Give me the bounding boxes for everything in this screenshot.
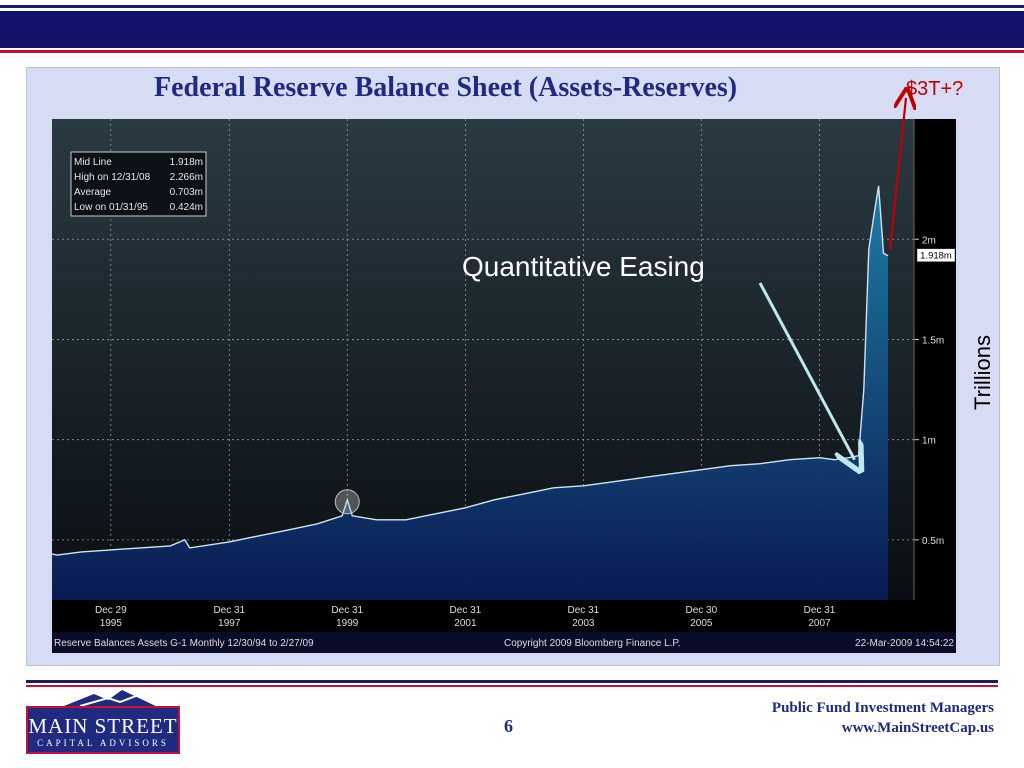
footer-timestamp: 22-Mar-2009 14:54:22 xyxy=(855,638,954,649)
top-banner xyxy=(0,0,1024,58)
y-tick-label: 0.5m xyxy=(922,536,944,547)
y-tick-label: 1.5m xyxy=(922,335,944,346)
legend-row-label: High on 12/31/08 xyxy=(74,172,151,183)
legend-row-label: Average xyxy=(74,187,112,198)
x-tick-year: 2007 xyxy=(808,618,831,629)
x-tick-year: 1995 xyxy=(100,618,123,629)
x-tick-label: Dec 31 xyxy=(450,605,482,616)
axis-unit-label: Trillions xyxy=(970,335,995,410)
x-tick-year: 2001 xyxy=(454,618,477,629)
mountain-icon xyxy=(54,690,164,710)
x-tick-year: 2005 xyxy=(690,618,713,629)
bloomberg-chart: 0.5m 1m 1.5m 2m Dec 29 1995 Dec 31 1997 Dec 31 19… xyxy=(52,119,956,653)
logo-box: MAIN STREET CAPITAL ADVISORS xyxy=(26,706,180,754)
qe-annotation: Quantitative Easing xyxy=(462,251,705,282)
firm-info: Public Fund Investment Managers www.Main… xyxy=(772,698,994,738)
x-tick-label: Dec 31 xyxy=(331,605,363,616)
series-area xyxy=(52,185,888,600)
x-tick-year: 1997 xyxy=(218,618,241,629)
logo-subtitle: CAPITAL ADVISORS xyxy=(37,738,169,748)
footer-bar xyxy=(52,632,956,653)
y-tick-label: 2m xyxy=(922,235,936,246)
legend-row-label: Mid Line xyxy=(74,157,112,168)
x-tick-label: Dec 31 xyxy=(804,605,836,616)
firm-name: Public Fund Investment Managers xyxy=(771,700,994,716)
legend-row-value: 1.918m xyxy=(170,157,203,168)
page-number: 6 xyxy=(504,716,513,736)
slide-title: Federal Reserve Balance Sheet (Assets-Re… xyxy=(154,72,738,103)
right-axis-panel xyxy=(914,119,956,600)
banner-line-red xyxy=(0,50,1024,53)
banner-bar xyxy=(0,11,1024,48)
footer-copyright: Copyright 2009 Bloomberg Finance L.P. xyxy=(504,638,681,649)
x-tick-label: Dec 31 xyxy=(213,605,245,616)
spike-highlight xyxy=(334,489,360,515)
chart-svg: 0.5m 1m 1.5m 2m Dec 29 1995 Dec 31 1997 Dec 31 19… xyxy=(52,119,956,653)
x-tick-label: Dec 31 xyxy=(568,605,600,616)
x-axis-panel xyxy=(52,600,956,632)
last-value-label: 1.918m xyxy=(920,251,952,262)
legend-row-value: 2.266m xyxy=(170,172,203,183)
x-tick-label: Dec 29 xyxy=(95,605,127,616)
legend-row-label: Low on 01/31/95 xyxy=(74,202,148,213)
x-tick-year: 1999 xyxy=(336,618,359,629)
logo-name: MAIN STREET xyxy=(28,714,178,738)
y-tick-label: 1m xyxy=(922,436,936,447)
last-value-tag xyxy=(916,248,956,262)
x-tick-label: Dec 30 xyxy=(685,605,717,616)
banner-line-top xyxy=(0,5,1024,8)
footer-left: Reserve Balances Assets G-1 Monthly 12/3… xyxy=(54,638,314,649)
legend-row-value: 0.703m xyxy=(170,187,203,198)
firm-url: www.MainStreetCap.us xyxy=(841,720,994,736)
footer-rule xyxy=(26,680,998,690)
x-tick-year: 2003 xyxy=(572,618,595,629)
annotation-3t: $3T+? xyxy=(906,78,964,100)
stats-legend-box xyxy=(70,151,207,217)
legend-row-value: 0.424m xyxy=(170,202,203,213)
main-street-logo: MAIN STREET CAPITAL ADVISORS xyxy=(24,688,184,758)
